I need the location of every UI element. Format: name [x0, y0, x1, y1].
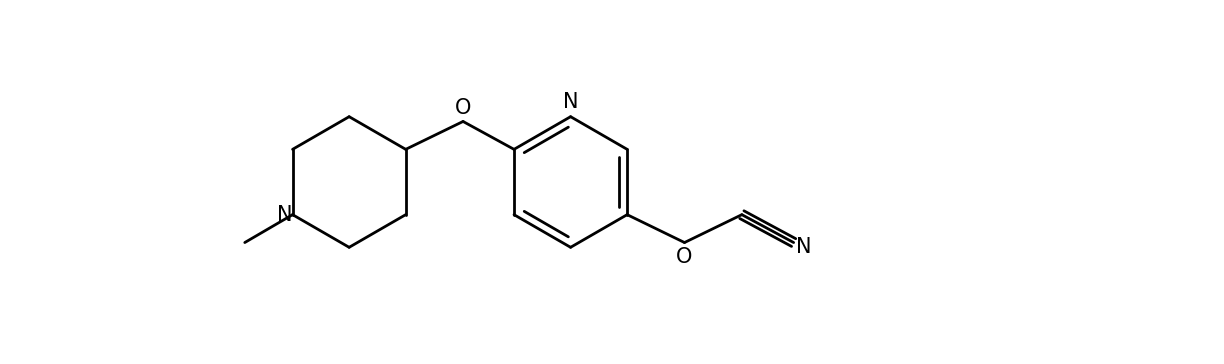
- Text: O: O: [455, 98, 471, 118]
- Text: N: N: [277, 205, 293, 225]
- Text: N: N: [563, 92, 579, 112]
- Text: N: N: [797, 237, 812, 257]
- Text: O: O: [677, 247, 693, 267]
